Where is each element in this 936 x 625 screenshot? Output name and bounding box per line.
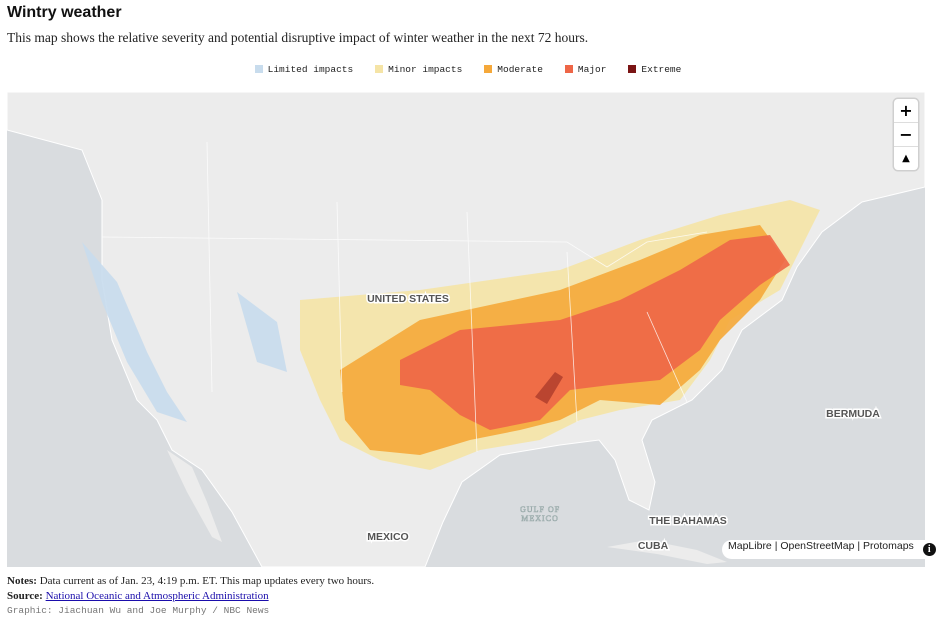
legend-label: Extreme [641, 64, 682, 75]
legend-item: Limited impacts [254, 64, 354, 75]
place-label: MEXICO [367, 531, 408, 543]
impact-0 [82, 242, 287, 422]
notes: Notes: Data current as of Jan. 23, 4:19 … [7, 575, 374, 587]
subtitle: This map shows the relative severity and… [7, 30, 589, 45]
zoom-in[interactable]: + [894, 99, 918, 123]
notes-text: Data current as of Jan. 23, 4:19 p.m. ET… [39, 575, 375, 587]
borders [101, 141, 708, 453]
place-label: UNITED STATES [367, 293, 449, 305]
legend-swatch [564, 65, 573, 73]
legend-item: Minor impacts [375, 64, 462, 75]
legend: Limited impacts Minor impacts Moderate Majo… [0, 64, 936, 75]
legend-label: Minor impacts [388, 64, 463, 75]
source-label: Source: [7, 590, 43, 602]
legend-swatch [254, 65, 263, 73]
source: Source: National Oceanic and Atmospheric… [7, 590, 269, 602]
place-labels: UNITED STATES BERMUDA THE BAHAMAS MEXICO CUB… [366, 292, 882, 554]
source-link[interactable]: National Oceanic and Atmospheric Adminis… [45, 590, 269, 602]
baja [167, 450, 222, 542]
zoom-out[interactable]: − [894, 123, 918, 147]
notes-label: Notes: [7, 575, 37, 587]
impact-4 [535, 372, 563, 404]
legend-label: Moderate [497, 64, 543, 75]
water-label: MEXICO [521, 514, 559, 523]
legend-label: Limited impacts [267, 64, 354, 75]
water-label: GULF OF [520, 505, 560, 514]
legend-item: Extreme [628, 64, 681, 75]
impact-3 [400, 235, 790, 430]
legend-item: Major [564, 64, 607, 75]
zoom-controls: + − ▲ [894, 99, 918, 170]
attribution-text: MapLibre | OpenStreetMap | Protomaps [728, 540, 914, 552]
legend-item: Moderate [484, 64, 543, 75]
impact-areas [82, 200, 820, 470]
credit: Graphic: Jiachuan Wu and Joe Murphy / NB… [7, 605, 270, 616]
title: Wintry weather [7, 4, 122, 21]
legend-swatch [628, 65, 637, 73]
info-icon[interactable]: i [922, 543, 936, 556]
cuba [607, 540, 727, 564]
place-label: THE BAHAMAS [649, 515, 727, 527]
attribution: MapLibre | OpenStreetMap | Protomaps i [722, 540, 936, 559]
legend-swatch [484, 65, 493, 73]
place-label: BERMUDA [826, 408, 880, 420]
legend-swatch [375, 65, 384, 73]
compass[interactable]: ▲ [902, 153, 910, 164]
map[interactable]: UNITED STATES BERMUDA THE BAHAMAS MEXICO CUB… [7, 92, 925, 567]
legend-label: Major [577, 64, 607, 75]
place-label: CUBA [638, 540, 669, 552]
